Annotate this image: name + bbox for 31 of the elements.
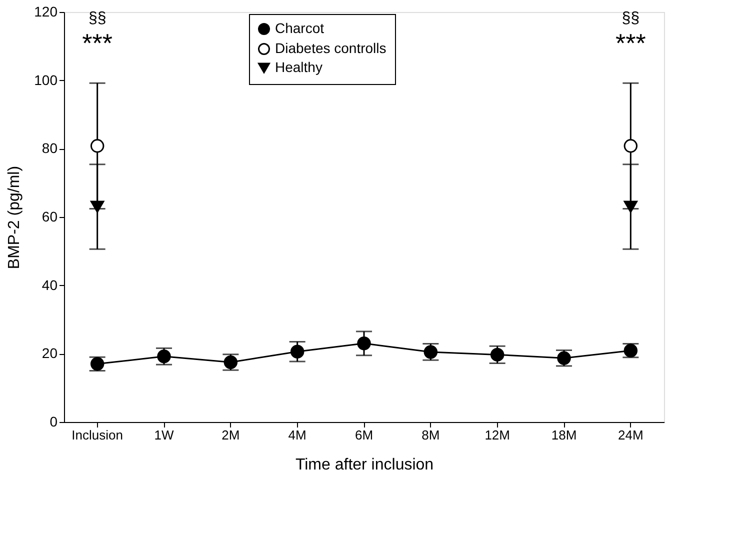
x-axis-title: Time after inclusion (295, 456, 434, 474)
x-tick-label: 24M (618, 428, 644, 442)
annotation: *** (82, 28, 113, 58)
point (624, 139, 638, 153)
legend-label: Healthy (275, 59, 322, 75)
point (624, 200, 638, 213)
y-tick-label: 120 (34, 4, 58, 20)
x-tick-label: 8M (422, 428, 440, 442)
y-tick-label: 20 (42, 345, 58, 362)
y-tick-label: 0 (50, 414, 58, 430)
y-tick-label: 40 (42, 276, 58, 293)
y-tick-label: 60 (42, 208, 58, 224)
annotation: §§ (88, 10, 106, 27)
x-tick-label: 6M (354, 428, 374, 442)
point (90, 200, 104, 213)
point (357, 336, 371, 350)
x-tick-label: 12M (484, 428, 510, 442)
x-tick-label: 18M (551, 428, 577, 442)
annotation: *** (615, 28, 646, 58)
point (90, 139, 104, 153)
point (290, 344, 304, 358)
y-tick-label: 80 (42, 140, 58, 156)
legend-label: Charcot (275, 20, 324, 36)
y-axis-title: BMP-2 (pg/ml) (6, 166, 24, 270)
legend-label: Diabetes controlls (275, 40, 386, 56)
x-tick-label: 1W (154, 428, 174, 442)
x-tick-label: Inclusion (72, 428, 123, 442)
x-tick-label: 4M (288, 428, 306, 442)
x-tick-label: 2M (222, 428, 240, 442)
annotation: §§ (622, 10, 640, 27)
y-tick-label: 100 (34, 72, 58, 88)
